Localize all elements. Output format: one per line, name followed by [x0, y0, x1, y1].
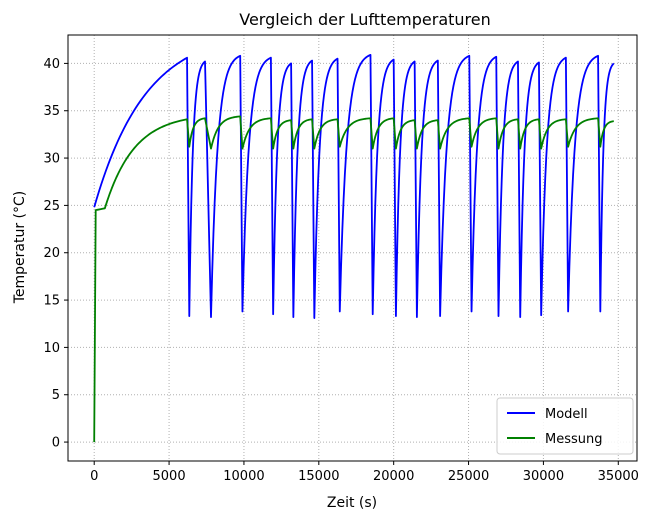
series-line-modell: [93, 53, 615, 319]
y-tick-label: 35: [43, 104, 60, 119]
legend-label-messung: Messung: [545, 432, 603, 447]
x-tick-label: 30000: [523, 469, 564, 484]
chart-title: Vergleich der Lufttemperaturen: [239, 10, 491, 29]
y-tick-label: 10: [43, 341, 60, 356]
series-line-messung: [93, 115, 615, 443]
x-axis-label: Zeit (s): [327, 495, 377, 511]
y-tick-label: 0: [52, 436, 60, 451]
x-tick-label: 25000: [448, 469, 489, 484]
x-tick-label: 5000: [153, 469, 186, 484]
x-tick-label: 20000: [373, 469, 414, 484]
legend: Modell Messung: [496, 397, 634, 455]
y-tick-label: 15: [43, 294, 60, 309]
x-tick-label: 0: [90, 469, 98, 484]
legend-label-modell: Modell: [545, 407, 588, 422]
y-tick-label: 5: [52, 388, 60, 403]
y-axis-label: Temperatur (°C): [12, 191, 28, 305]
x-tick-label: 35000: [598, 469, 639, 484]
axes-frame: [67, 34, 638, 462]
ticks: 0 5000 10000 15000 20000 25000 30000 35000 0 5 10 1…: [43, 57, 639, 484]
y-tick-label: 25: [43, 199, 60, 214]
x-tick-label: 10000: [223, 469, 264, 484]
y-tick-label: 40: [43, 57, 60, 72]
plot-area: [93, 53, 615, 443]
y-tick-label: 30: [43, 152, 60, 167]
y-tick-label: 20: [43, 246, 60, 261]
x-tick-label: 15000: [298, 469, 339, 484]
